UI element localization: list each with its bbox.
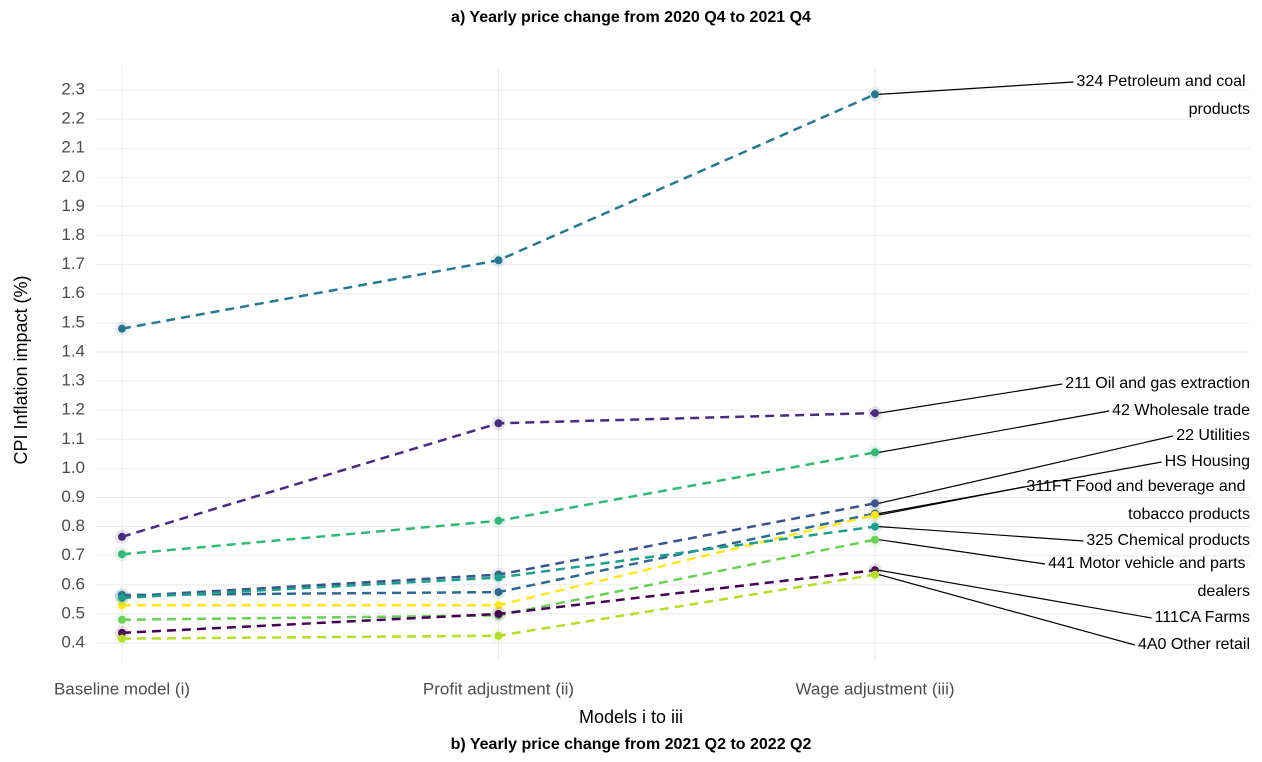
chart-title: a) Yearly price change from 2020 Q4 to 2… — [451, 9, 811, 26]
y-tick-label: 2.2 — [61, 109, 85, 128]
y-tick-label: 1.8 — [61, 225, 85, 244]
y-tick-label: 2.0 — [61, 167, 85, 186]
point — [118, 324, 126, 333]
point — [118, 615, 126, 624]
series-label: 4A0 Other retail — [1138, 636, 1250, 653]
y-tick-label: 0.9 — [61, 487, 85, 506]
leader-line — [878, 486, 1024, 516]
leader-line — [878, 539, 1046, 565]
point — [871, 448, 879, 457]
x-tick-label: Wage adjustment (iii) — [795, 679, 954, 698]
y-tick-label: 2.1 — [61, 138, 85, 157]
series-label: 441 Motor vehicle and parts dealers — [1048, 555, 1250, 600]
series-label: 42 Wholesale trade — [1112, 402, 1250, 419]
y-tick-label: 1.0 — [61, 458, 85, 477]
point — [494, 631, 503, 640]
point — [118, 634, 126, 643]
point — [494, 256, 503, 265]
point — [494, 609, 503, 618]
leader-line — [878, 569, 1152, 619]
y-tick-label: 1.5 — [61, 312, 85, 331]
y-tick-label: 0.8 — [61, 516, 85, 535]
point — [118, 532, 126, 541]
series-label: 111CA Farms — [1155, 609, 1250, 626]
x-tick-label: Baseline model (i) — [54, 679, 190, 698]
y-tick-label: 0.7 — [61, 545, 85, 564]
point — [494, 573, 503, 582]
point — [494, 419, 503, 428]
y-tick-label: 1.6 — [61, 283, 85, 302]
y-tick-label: 0.6 — [61, 574, 85, 593]
point — [871, 570, 879, 579]
leader-line — [878, 410, 1110, 453]
point — [118, 628, 126, 637]
point — [118, 601, 126, 610]
x-axis-title: Models i to iii — [579, 707, 683, 727]
point — [871, 499, 879, 508]
series-label: 211 Oil and gas extraction — [1065, 375, 1250, 392]
point — [871, 409, 879, 418]
point — [871, 510, 879, 519]
y-tick-label: 1.4 — [61, 341, 85, 360]
chart-subtitle: b) Yearly price change from 2021 Q2 to 2… — [451, 736, 812, 753]
y-tick-label: 2.3 — [61, 79, 85, 98]
grid — [96, 66, 1250, 661]
series-label: 325 Chemical products — [1086, 532, 1250, 549]
point — [871, 90, 879, 99]
leader-line — [878, 383, 1063, 414]
point — [118, 593, 126, 602]
point — [118, 550, 126, 559]
y-tick-label: 0.4 — [61, 633, 85, 652]
y-tick-label: 1.7 — [61, 254, 85, 273]
y-axis-title: CPI Inflation impact (%) — [11, 275, 31, 464]
y-tick-label: 1.3 — [61, 371, 85, 390]
series-label: 22 Utilities — [1176, 427, 1250, 444]
leader-line — [878, 81, 1074, 95]
y-tick-label: 1.2 — [61, 400, 85, 419]
point — [871, 522, 879, 531]
y-tick-label: 0.5 — [61, 603, 85, 622]
series-label: 324 Petroleum and coal products — [1077, 73, 1250, 118]
leader-line — [878, 574, 1136, 646]
point — [494, 516, 503, 525]
x-tick-label: Profit adjustment (ii) — [423, 679, 574, 698]
point — [494, 588, 503, 597]
leader-line — [878, 435, 1174, 504]
y-tick-label: 1.9 — [61, 196, 85, 215]
point — [871, 535, 879, 544]
series-label: 311FT Food and beverage and tobacco prod… — [1026, 478, 1250, 523]
point — [494, 601, 503, 610]
series-label: HS Housing — [1165, 453, 1250, 470]
leader-line — [878, 526, 1084, 542]
y-tick-label: 1.1 — [61, 429, 85, 448]
